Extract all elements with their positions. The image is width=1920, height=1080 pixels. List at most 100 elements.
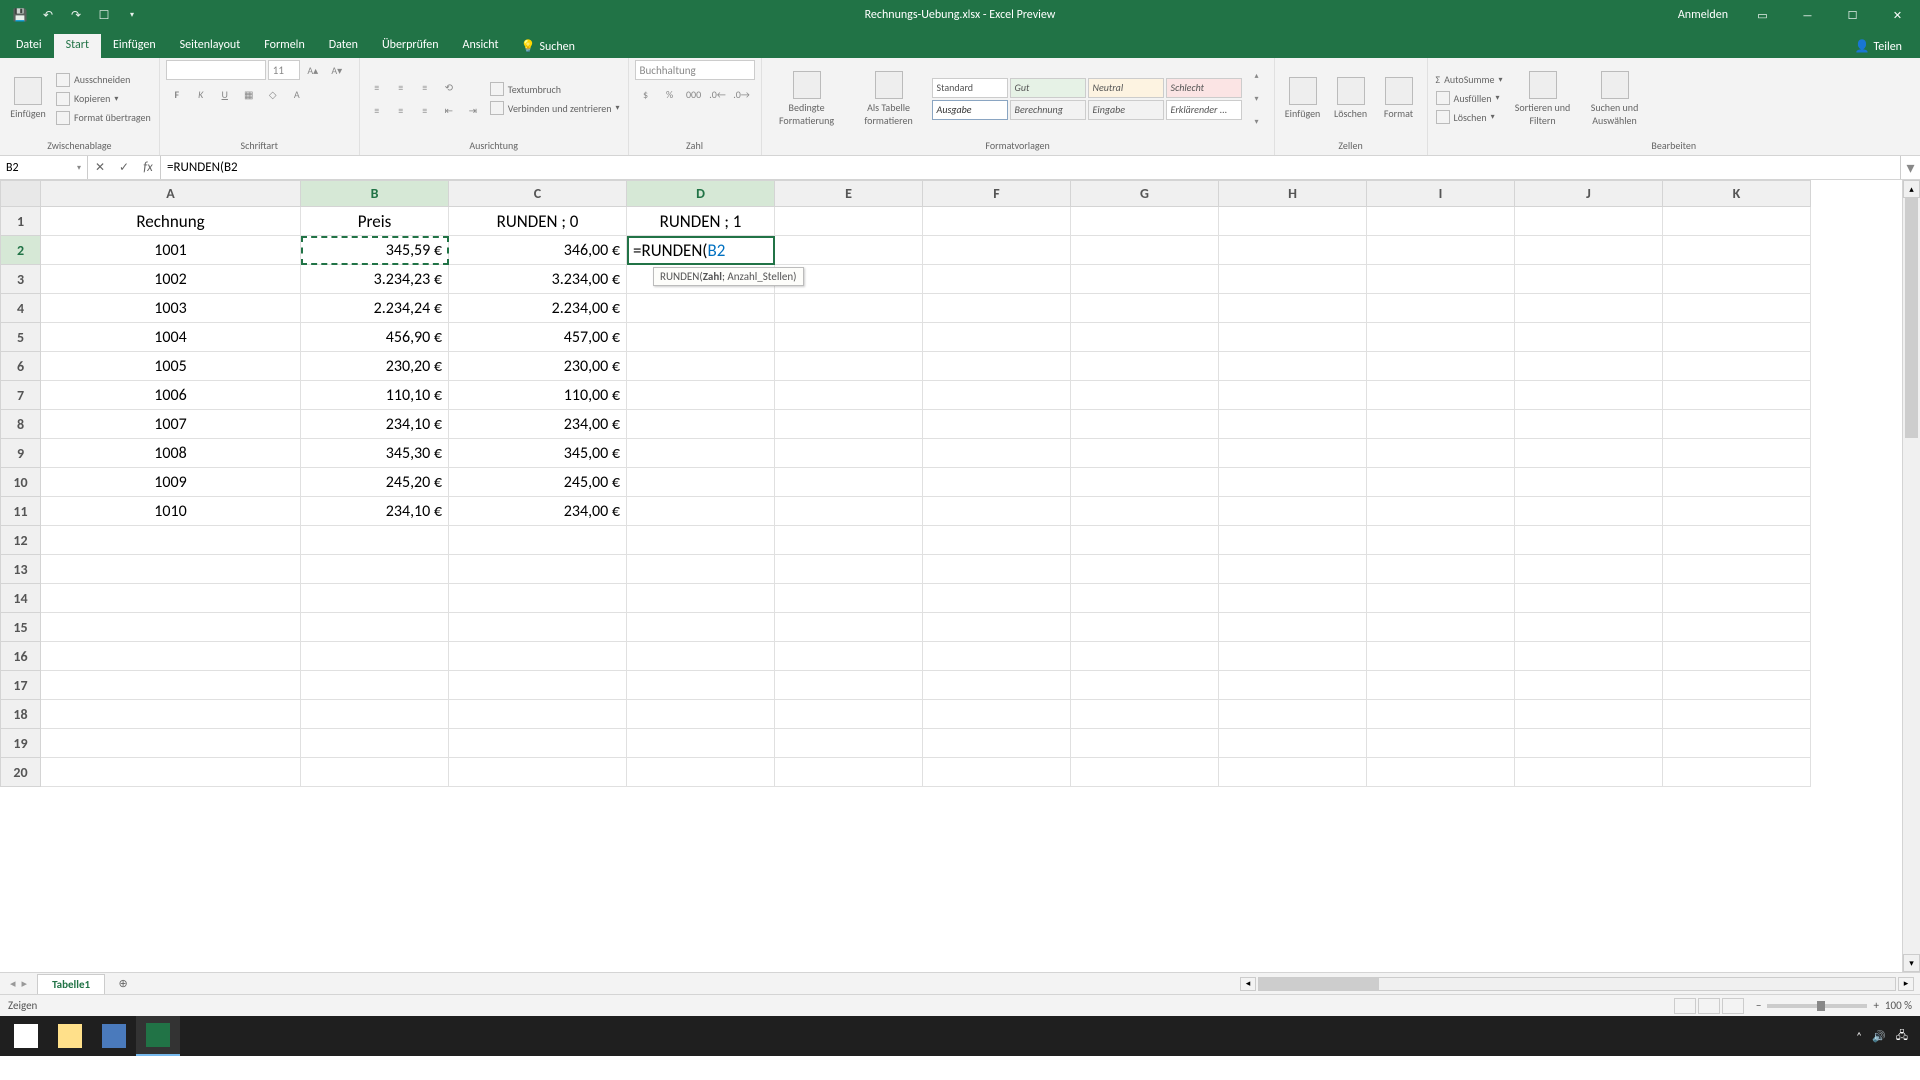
style-ausgabe[interactable]: Ausgabe [932, 100, 1008, 120]
clear-button[interactable]: Löschen▾ [1434, 109, 1505, 125]
cell-D10[interactable] [627, 468, 775, 497]
column-header-C[interactable]: C [449, 181, 627, 207]
font-color-icon[interactable]: A [286, 84, 308, 104]
cell-G20[interactable] [1071, 758, 1219, 787]
cell-H11[interactable] [1219, 497, 1367, 526]
cell-C15[interactable] [449, 613, 627, 642]
cell-I8[interactable] [1367, 410, 1515, 439]
cell-D11[interactable] [627, 497, 775, 526]
cell-B6[interactable]: 230,20 € [301, 352, 449, 381]
cell-F20[interactable] [923, 758, 1071, 787]
cell-J18[interactable] [1515, 700, 1663, 729]
cell-G17[interactable] [1071, 671, 1219, 700]
cell-E11[interactable] [775, 497, 923, 526]
cell-C10[interactable]: 245,00 € [449, 468, 627, 497]
tray-network-icon[interactable]: 🖧 [1896, 1027, 1908, 1046]
cell-I12[interactable] [1367, 526, 1515, 555]
qat-dropdown-icon[interactable]: ▾ [122, 5, 142, 25]
row-header-15[interactable]: 15 [1, 613, 41, 642]
view-page-break-icon[interactable] [1722, 998, 1744, 1014]
cell-B17[interactable] [301, 671, 449, 700]
cell-B19[interactable] [301, 729, 449, 758]
italic-icon[interactable]: K [190, 84, 212, 104]
sort-filter-button[interactable]: Sortieren und Filtern [1509, 67, 1577, 131]
cell-J4[interactable] [1515, 294, 1663, 323]
cell-H4[interactable] [1219, 294, 1367, 323]
cell-I19[interactable] [1367, 729, 1515, 758]
cell-H6[interactable] [1219, 352, 1367, 381]
cell-K11[interactable] [1663, 497, 1811, 526]
styles-more-icon[interactable]: ▾ [1246, 112, 1268, 132]
grow-font-icon[interactable]: A▴ [302, 60, 324, 80]
redo-icon[interactable]: ↷ [66, 5, 86, 25]
cell-F5[interactable] [923, 323, 1071, 352]
delete-cells-button[interactable]: Löschen [1329, 73, 1373, 124]
cell-H17[interactable] [1219, 671, 1367, 700]
cancel-formula-icon[interactable]: ✕ [88, 156, 112, 179]
cell-J7[interactable] [1515, 381, 1663, 410]
shrink-font-icon[interactable]: A▾ [326, 60, 348, 80]
cell-F9[interactable] [923, 439, 1071, 468]
style-berechnung[interactable]: Berechnung [1010, 100, 1086, 120]
indent-inc-icon[interactable]: ⇥ [462, 100, 484, 120]
cell-B8[interactable]: 234,10 € [301, 410, 449, 439]
cell-J2[interactable] [1515, 236, 1663, 265]
cell-C8[interactable]: 234,00 € [449, 410, 627, 439]
cell-K7[interactable] [1663, 381, 1811, 410]
cell-G13[interactable] [1071, 555, 1219, 584]
fill-button[interactable]: Ausfüllen▾ [1434, 90, 1505, 106]
cell-K16[interactable] [1663, 642, 1811, 671]
cell-A4[interactable]: 1003 [41, 294, 301, 323]
number-format-select[interactable] [635, 60, 755, 80]
column-header-J[interactable]: J [1515, 181, 1663, 207]
cell-A15[interactable] [41, 613, 301, 642]
tab-seitenlayout[interactable]: Seitenlayout [168, 34, 253, 58]
cell-C9[interactable]: 345,00 € [449, 439, 627, 468]
cell-J17[interactable] [1515, 671, 1663, 700]
cell-E5[interactable] [775, 323, 923, 352]
cell-E1[interactable] [775, 207, 923, 236]
styles-scroll-up-icon[interactable]: ▴ [1246, 66, 1268, 86]
cell-K13[interactable] [1663, 555, 1811, 584]
save-icon[interactable]: 💾 [10, 5, 30, 25]
cell-J11[interactable] [1515, 497, 1663, 526]
cell-E19[interactable] [775, 729, 923, 758]
cell-G2[interactable] [1071, 236, 1219, 265]
cell-K6[interactable] [1663, 352, 1811, 381]
minimize-icon[interactable]: — [1785, 0, 1830, 30]
cell-C6[interactable]: 230,00 € [449, 352, 627, 381]
cut-button[interactable]: Ausschneiden [54, 72, 153, 88]
signin-link[interactable]: Anmelden [1678, 8, 1728, 22]
format-as-table-button[interactable]: Als Tabelle formatieren [850, 67, 928, 131]
column-header-G[interactable]: G [1071, 181, 1219, 207]
cell-K19[interactable] [1663, 729, 1811, 758]
view-normal-icon[interactable] [1674, 998, 1696, 1014]
cell-A3[interactable]: 1002 [41, 265, 301, 294]
cell-I3[interactable] [1367, 265, 1515, 294]
style-eingabe[interactable]: Eingabe [1088, 100, 1164, 120]
cell-D8[interactable] [627, 410, 775, 439]
currency-icon[interactable]: $ [635, 84, 657, 104]
cell-I7[interactable] [1367, 381, 1515, 410]
row-header-5[interactable]: 5 [1, 323, 41, 352]
wrap-text-button[interactable]: Textumbruch [488, 81, 622, 97]
cell-F18[interactable] [923, 700, 1071, 729]
cell-D17[interactable] [627, 671, 775, 700]
row-header-12[interactable]: 12 [1, 526, 41, 555]
column-header-H[interactable]: H [1219, 181, 1367, 207]
cell-F10[interactable] [923, 468, 1071, 497]
cell-A2[interactable]: 1001 [41, 236, 301, 265]
cell-F11[interactable] [923, 497, 1071, 526]
orientation-icon[interactable]: ⟲ [438, 77, 460, 97]
cell-K2[interactable] [1663, 236, 1811, 265]
fx-icon[interactable]: fx [136, 160, 160, 175]
cell-J20[interactable] [1515, 758, 1663, 787]
cell-D9[interactable] [627, 439, 775, 468]
cell-G3[interactable] [1071, 265, 1219, 294]
cell-F13[interactable] [923, 555, 1071, 584]
zoom-out-icon[interactable]: − [1756, 999, 1761, 1012]
column-header-E[interactable]: E [775, 181, 923, 207]
cell-C11[interactable]: 234,00 € [449, 497, 627, 526]
ribbon-display-icon[interactable]: ▭ [1740, 0, 1785, 30]
cell-C3[interactable]: 3.234,00 € [449, 265, 627, 294]
